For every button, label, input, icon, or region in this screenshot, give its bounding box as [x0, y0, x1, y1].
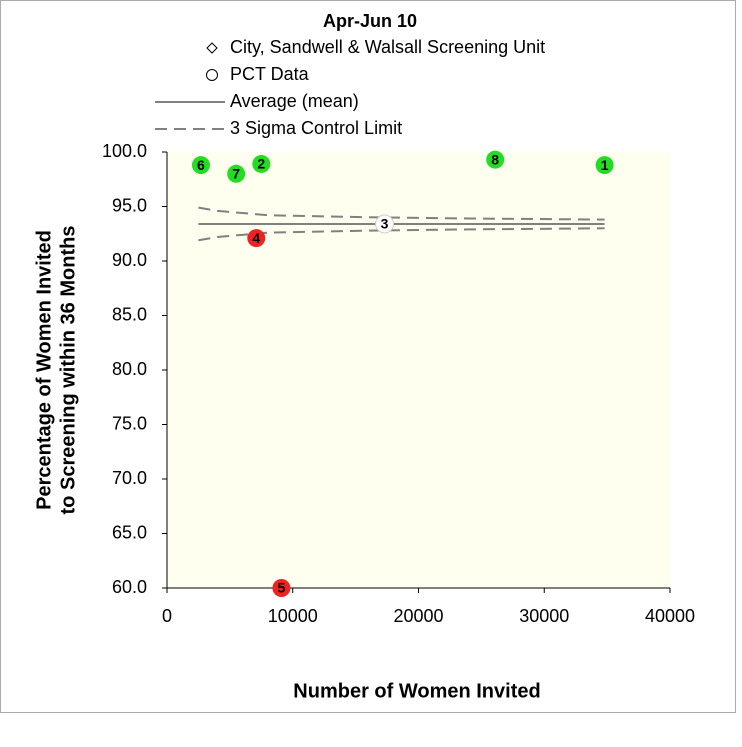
data-point: [272, 579, 291, 597]
point-label: 8: [491, 151, 499, 167]
legend-label: Average (mean): [230, 91, 359, 111]
data-point: [486, 150, 505, 169]
data-point: [227, 164, 246, 183]
legend-diamond: [206, 42, 218, 54]
y-tick-label: 85.0: [112, 304, 147, 324]
point-label: 3: [381, 216, 389, 232]
control-limit: [198, 227, 605, 242]
point-label: 5: [278, 580, 286, 596]
x-tick-label: 30000: [519, 606, 569, 626]
x-tick-label: 20000: [393, 606, 443, 626]
y-tick-label: 100.0: [102, 141, 147, 161]
y-axis-label: to Screening within 36 Months: [57, 226, 79, 515]
point-label: 4: [252, 230, 260, 246]
y-tick-label: 70.0: [112, 468, 147, 488]
y-tick-label: 60.0: [112, 577, 147, 597]
x-tick-label: 0: [162, 606, 172, 626]
legend-label: City, Sandwell & Walsall Screening Unit: [230, 37, 545, 57]
data-point: [247, 229, 266, 248]
control-limit: [198, 206, 605, 221]
point-label: 6: [197, 157, 205, 173]
point-label: 2: [257, 156, 265, 172]
chart-title: Apr-Jun 10: [323, 11, 417, 31]
y-tick-label: 95.0: [112, 195, 147, 215]
data-point: [191, 156, 210, 175]
x-tick-label: 10000: [268, 606, 318, 626]
y-tick-label: 75.0: [112, 413, 147, 433]
y-tick-label: 90.0: [112, 250, 147, 270]
data-point: [252, 154, 271, 173]
point-label: 7: [232, 166, 240, 182]
legend-label: PCT Data: [230, 64, 310, 84]
x-axis-label: Number of Women Invited: [293, 680, 540, 702]
y-tick-label: 80.0: [112, 359, 147, 379]
y-tick-label: 65.0: [112, 522, 147, 542]
legend-label: 3 Sigma Control Limit: [230, 118, 402, 138]
data-point: [595, 156, 614, 175]
point-label: 1: [601, 157, 609, 173]
x-tick-label: 40000: [645, 606, 695, 626]
y-axis-label: Percentage of Women Invited: [33, 230, 55, 510]
legend-circle: [206, 69, 218, 81]
data-point: [375, 214, 395, 234]
